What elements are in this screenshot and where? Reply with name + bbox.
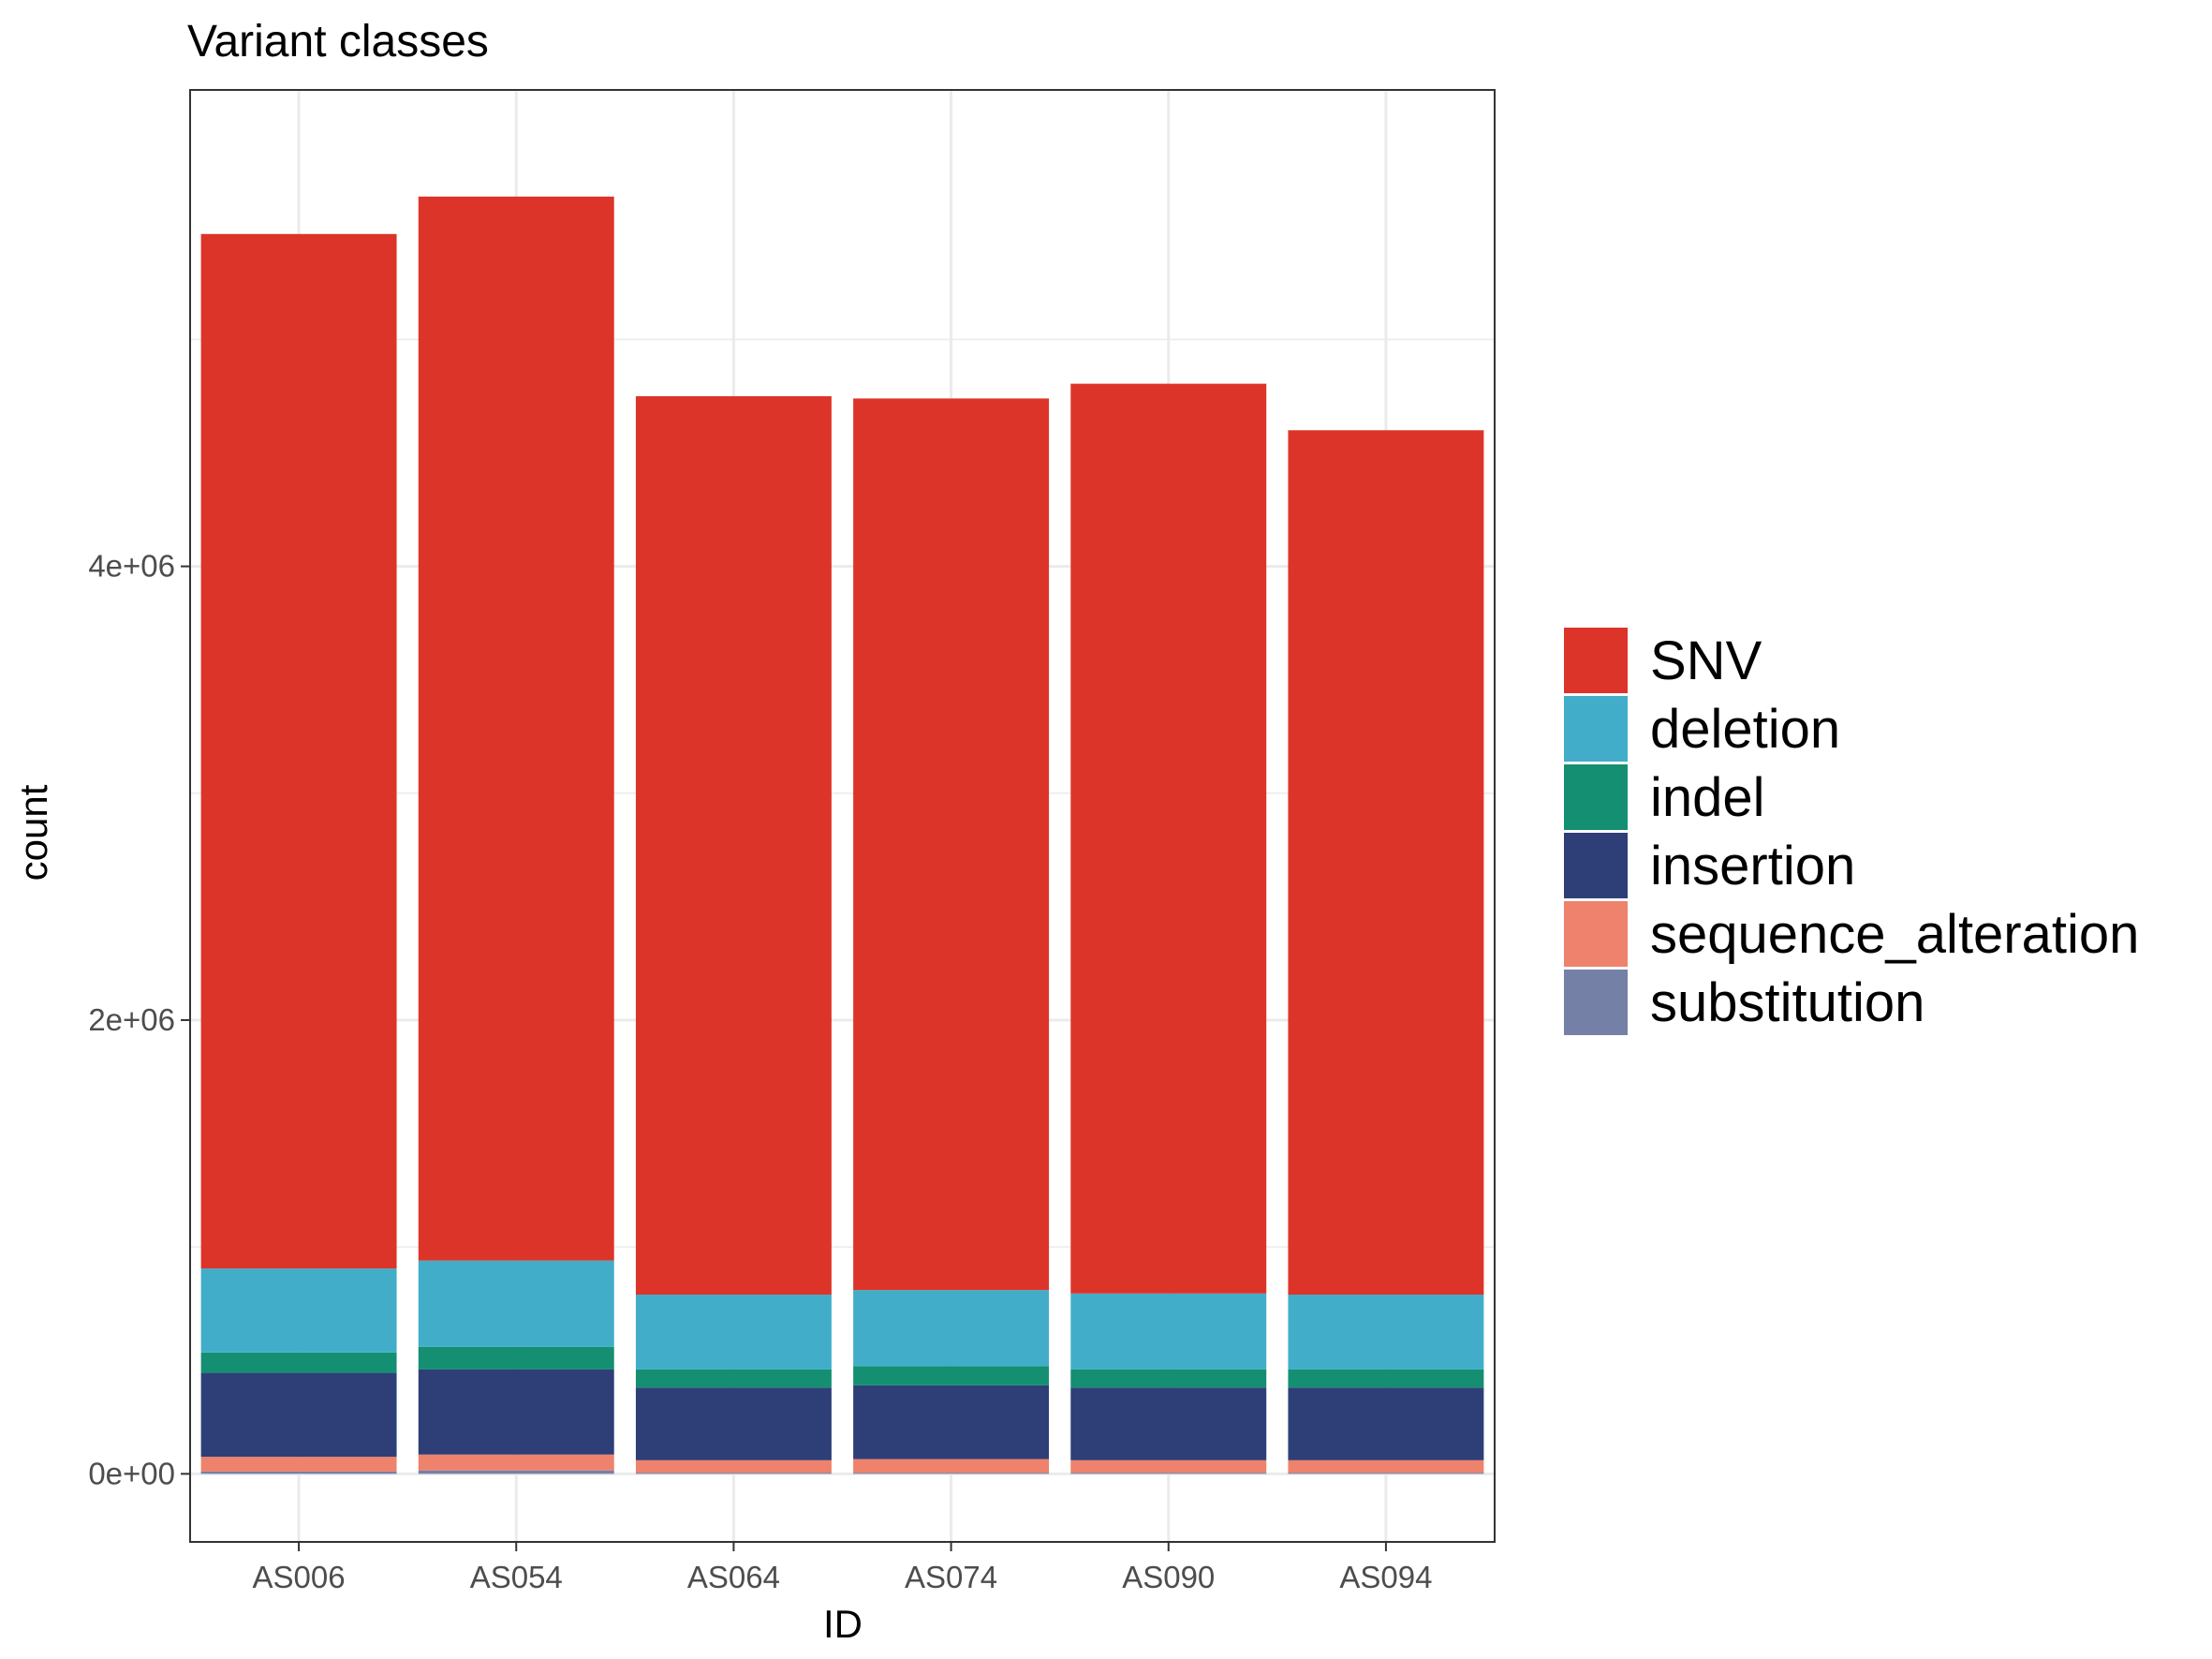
- x-tick-label: AS064: [687, 1560, 780, 1594]
- bar-sequence_alteration-AS090: [1070, 1459, 1267, 1474]
- bar-indel-AS094: [1288, 1369, 1484, 1388]
- bar-indel-AS074: [853, 1366, 1050, 1385]
- bar-insertion-AS094: [1288, 1387, 1484, 1460]
- bar-SNV-AS094: [1288, 430, 1484, 1296]
- bar-deletion-AS064: [635, 1295, 832, 1370]
- x-tick-label: AS054: [470, 1560, 563, 1594]
- x-tick-label: AS074: [905, 1560, 997, 1594]
- legend-key-insertion: [1564, 833, 1628, 898]
- bar-SNV-AS074: [853, 398, 1050, 1291]
- legend-key-SNV: [1564, 628, 1628, 693]
- bar-indel-AS006: [200, 1352, 397, 1373]
- bar-deletion-AS074: [853, 1290, 1050, 1367]
- bar-marks: [200, 196, 1484, 1474]
- legend-key-substitution: [1564, 970, 1628, 1035]
- panel-background: [190, 90, 1495, 1542]
- bar-indel-AS054: [418, 1346, 614, 1370]
- legend-key-indel: [1564, 764, 1628, 830]
- bar-deletion-AS094: [1288, 1295, 1484, 1370]
- legend-label-substitution: substitution: [1650, 972, 1924, 1033]
- legend-label-deletion: deletion: [1650, 699, 1840, 760]
- bar-indel-AS090: [1070, 1369, 1267, 1388]
- x-tick-label: AS090: [1122, 1560, 1215, 1594]
- bar-SNV-AS090: [1070, 383, 1267, 1294]
- legend-key-sequence_alteration: [1564, 901, 1628, 967]
- bar-SNV-AS006: [200, 233, 397, 1269]
- bar-sequence_alteration-AS064: [635, 1459, 832, 1474]
- bar-substitution-AS006: [200, 1471, 397, 1474]
- bar-deletion-AS090: [1070, 1293, 1267, 1370]
- legend-label-SNV: SNV: [1650, 630, 1762, 691]
- bar-substitution-AS090: [1070, 1473, 1267, 1474]
- bar-substitution-AS054: [418, 1470, 614, 1474]
- bar-insertion-AS090: [1070, 1387, 1267, 1460]
- bar-sequence_alteration-AS006: [200, 1457, 397, 1472]
- bar-deletion-AS006: [200, 1268, 397, 1353]
- bar-insertion-AS064: [635, 1387, 832, 1460]
- legend-label-sequence_alteration: sequence_alteration: [1650, 904, 2139, 965]
- bar-substitution-AS074: [853, 1473, 1050, 1474]
- bar-deletion-AS054: [418, 1260, 614, 1347]
- legend: SNV deletion indel insertion sequence_altera…: [1564, 628, 2139, 1035]
- chart-title: Variant classes: [187, 17, 489, 67]
- x-tick-label: AS094: [1339, 1560, 1432, 1594]
- bar-substitution-AS064: [635, 1473, 832, 1474]
- bar-sequence_alteration-AS094: [1288, 1459, 1484, 1474]
- bar-sequence_alteration-AS054: [418, 1454, 614, 1471]
- bar-insertion-AS054: [418, 1369, 614, 1455]
- y-tick-label: 2e+06: [88, 1002, 175, 1037]
- bar-SNV-AS064: [635, 395, 832, 1296]
- axes: 0e+00 2e+06 4e+06 AS006 AS054 AS064 AS074 AS090…: [88, 549, 1432, 1594]
- x-tick-label: AS006: [253, 1560, 346, 1594]
- x-axis-title: ID: [823, 1602, 863, 1646]
- y-axis-title: count: [11, 784, 55, 881]
- bar-sequence_alteration-AS074: [853, 1459, 1050, 1474]
- legend-key-deletion: [1564, 696, 1628, 762]
- y-tick-label: 0e+00: [88, 1456, 175, 1490]
- bar-indel-AS064: [635, 1369, 832, 1388]
- y-tick-label: 4e+06: [88, 549, 175, 584]
- bar-insertion-AS006: [200, 1372, 397, 1458]
- panel-border: [189, 89, 1496, 1543]
- legend-label-indel: indel: [1650, 767, 1765, 828]
- bar-insertion-AS074: [853, 1385, 1050, 1459]
- legend-label-insertion: insertion: [1650, 836, 1855, 896]
- bar-SNV-AS054: [418, 196, 614, 1261]
- bar-substitution-AS094: [1288, 1473, 1484, 1474]
